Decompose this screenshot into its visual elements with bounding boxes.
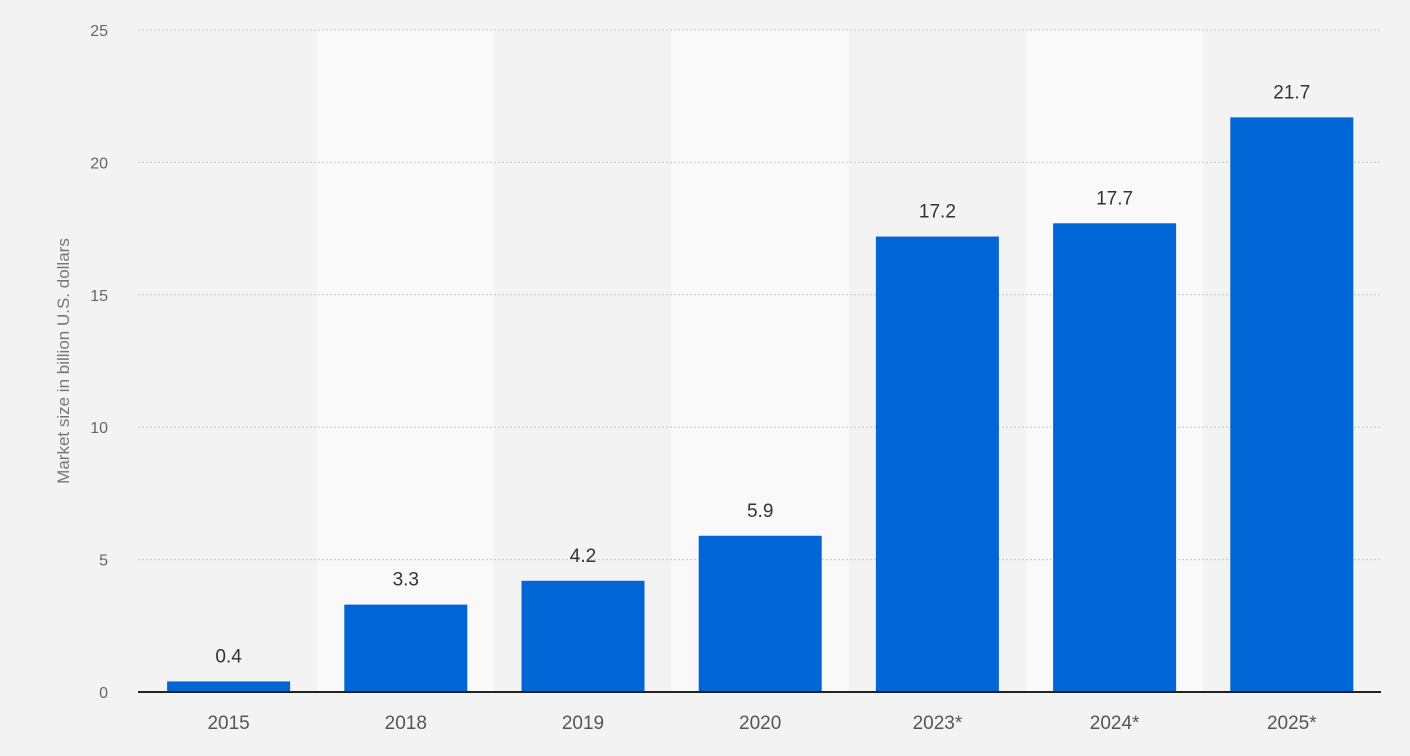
bar[interactable] <box>875 236 999 692</box>
bar[interactable] <box>698 535 822 692</box>
x-tick-label: 2023* <box>913 713 963 734</box>
category-band <box>317 30 495 692</box>
x-tick-label: 2020 <box>739 713 781 734</box>
bar[interactable] <box>1230 117 1354 692</box>
x-tick-label: 2018 <box>385 713 427 734</box>
data-label: 5.9 <box>747 501 773 522</box>
bars <box>167 117 1354 692</box>
data-label: 0.4 <box>215 646 242 667</box>
x-tick-label: 2019 <box>562 713 604 734</box>
y-axis-title: Market size in billion U.S. dollars <box>54 238 73 484</box>
y-tick-label: 15 <box>90 288 108 305</box>
bar[interactable] <box>521 580 645 692</box>
data-label: 17.2 <box>919 202 956 223</box>
x-axis-labels: 2015 2018 2019 2020 2023* 2024* 2025* <box>207 713 1317 734</box>
y-tick-label: 5 <box>99 553 108 570</box>
y-tick-label: 25 <box>90 23 108 40</box>
data-label: 3.3 <box>393 570 419 591</box>
y-tick-label: 10 <box>90 420 108 437</box>
category-band <box>140 30 318 692</box>
data-label: 4.2 <box>570 546 596 567</box>
data-label: 21.7 <box>1273 82 1310 103</box>
x-tick-label: 2024* <box>1090 713 1140 734</box>
data-label: 17.7 <box>1096 188 1133 209</box>
x-tick-label: 2015 <box>207 713 249 734</box>
data-labels: 0.4 3.3 4.2 5.9 17.2 17.7 21.7 <box>215 82 1310 667</box>
y-tick-label: 20 <box>90 155 108 172</box>
x-tick-label: 2025* <box>1267 713 1317 734</box>
y-tick-label: 0 <box>99 685 108 702</box>
bar[interactable] <box>344 604 468 692</box>
y-axis-ticks: 0 5 10 15 20 25 <box>90 23 108 702</box>
bar[interactable] <box>1053 223 1177 692</box>
bar[interactable] <box>167 681 291 692</box>
